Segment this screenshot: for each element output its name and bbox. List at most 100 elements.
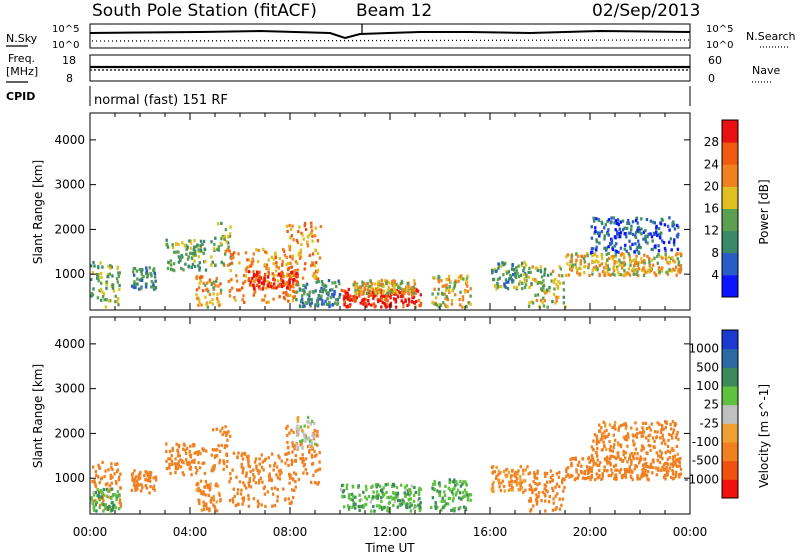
heatmap-cell-power <box>622 260 626 264</box>
heatmap-cell-power <box>613 260 616 264</box>
heatmap-cell-vel <box>212 498 215 502</box>
heatmap-cell-power <box>565 255 568 259</box>
heatmap-cell-vel <box>231 468 234 472</box>
heatmap-cell-power <box>366 281 369 285</box>
heatmap-cell-vel <box>240 453 243 458</box>
heatmap-cell-power <box>219 291 222 295</box>
heatmap-cell-vel <box>632 439 635 443</box>
heatmap-cell-power <box>175 250 178 254</box>
heatmap-cell-vel <box>607 474 611 478</box>
heatmap-cell-vel <box>229 472 232 476</box>
heatmap-cell-power <box>591 272 594 276</box>
heatmap-cell-vel <box>602 420 605 424</box>
heatmap-cell-power <box>311 234 314 238</box>
heatmap-cell-vel <box>373 509 376 513</box>
heatmap-cell-power <box>230 261 234 265</box>
heatmap-cell-vel <box>197 450 200 454</box>
heatmap-cell-vel <box>443 499 446 503</box>
heatmap-cell-vel <box>97 495 101 499</box>
heatmap-cell-power <box>154 279 157 283</box>
heatmap-cell-power <box>627 221 631 226</box>
heatmap-cell-power <box>299 250 302 254</box>
heatmap-cell-power <box>310 301 313 305</box>
heatmap-cell-power <box>272 262 275 266</box>
heatmap-cell-vel <box>552 497 555 501</box>
heatmap-cell-power <box>397 290 400 294</box>
heatmap-cell-vel <box>522 490 525 494</box>
heatmap-cell-power <box>636 263 640 267</box>
heatmap-cell-vel <box>291 450 294 454</box>
heatmap-cell-vel <box>258 469 261 473</box>
heatmap-cell-power <box>600 262 604 266</box>
heatmap-cell-vel <box>397 499 400 503</box>
heatmap-cell-power <box>555 296 558 300</box>
heatmap-cell-vel <box>632 456 636 461</box>
heatmap-cell-power <box>634 235 638 240</box>
heatmap-cell-vel <box>642 421 645 425</box>
heatmap-cell-vel <box>291 488 294 492</box>
heatmap-cell-power <box>100 298 103 302</box>
heatmap-cell-vel <box>636 452 639 456</box>
heatmap-cell-power <box>674 253 678 257</box>
heatmap-cell-power <box>345 291 348 295</box>
heatmap-cell-power <box>623 247 626 251</box>
heatmap-cell-power <box>653 256 656 260</box>
heatmap-cell-vel <box>518 481 521 485</box>
heatmap-cell-vel <box>114 506 118 510</box>
heatmap-cell-vel <box>140 489 143 493</box>
heatmap-cell-power <box>679 267 683 271</box>
power-colorbar-segment <box>722 252 738 276</box>
heatmap-cell-vel <box>225 465 228 469</box>
heatmap-cell-vel <box>252 478 255 482</box>
heatmap-cell-vel <box>243 451 247 455</box>
heatmap-cell-vel <box>404 494 407 498</box>
heatmap-cell-vel <box>168 449 172 453</box>
heatmap-cell-power <box>291 299 295 303</box>
heatmap-cell-vel <box>601 474 605 478</box>
heatmap-cell-power <box>617 235 620 239</box>
heatmap-cell-vel <box>255 464 258 468</box>
heatmap-cell-power <box>172 269 176 273</box>
heatmap-cell-power <box>347 287 350 291</box>
heatmap-cell-power <box>627 252 631 256</box>
heatmap-cell-vel <box>270 477 273 481</box>
heatmap-cell-vel <box>462 490 465 495</box>
heatmap-cell-power <box>575 252 578 256</box>
nave-top-tick: 60 <box>708 54 722 67</box>
heatmap-cell-power <box>193 245 196 249</box>
heatmap-cell-power <box>177 255 181 259</box>
heatmap-cell-vel <box>640 475 643 479</box>
heatmap-cell-power <box>675 273 678 277</box>
heatmap-cell-power <box>575 268 579 272</box>
heatmap-cell-vel <box>149 473 152 477</box>
heatmap-cell-vel <box>492 489 495 494</box>
heatmap-cell-power <box>380 278 383 282</box>
heatmap-cell-power <box>212 286 215 290</box>
heatmap-cell-power <box>466 290 470 294</box>
heatmap-cell-vel <box>552 489 555 493</box>
heatmap-cell-power <box>635 272 639 276</box>
heatmap-cell-vel <box>519 465 522 469</box>
heatmap-cell-vel <box>352 495 355 499</box>
heatmap-cell-power <box>672 240 676 244</box>
heatmap-cell-power <box>597 260 600 264</box>
heatmap-cell-power <box>360 291 363 295</box>
heatmap-cell-vel <box>418 509 422 513</box>
heatmap-cell-vel <box>604 424 607 428</box>
heatmap-cell-vel <box>451 487 455 491</box>
heatmap-cell-vel <box>436 505 439 509</box>
heatmap-cell-vel <box>664 451 667 455</box>
heatmap-cell-power <box>197 248 200 252</box>
heatmap-cell-power <box>245 269 248 273</box>
heatmap-cell-power <box>217 284 220 288</box>
heatmap-cell-vel <box>393 484 396 488</box>
heatmap-cell-vel <box>657 454 660 458</box>
heatmap-cell-vel <box>554 507 557 511</box>
heatmap-cell-power <box>215 279 218 283</box>
heatmap-cell-vel <box>665 473 668 477</box>
heatmap-cell-power <box>538 280 541 285</box>
heatmap-cell-vel <box>453 509 456 513</box>
heatmap-cell-vel <box>549 469 553 473</box>
heatmap-cell-power <box>273 286 276 290</box>
heatmap-cell-power <box>262 247 265 251</box>
